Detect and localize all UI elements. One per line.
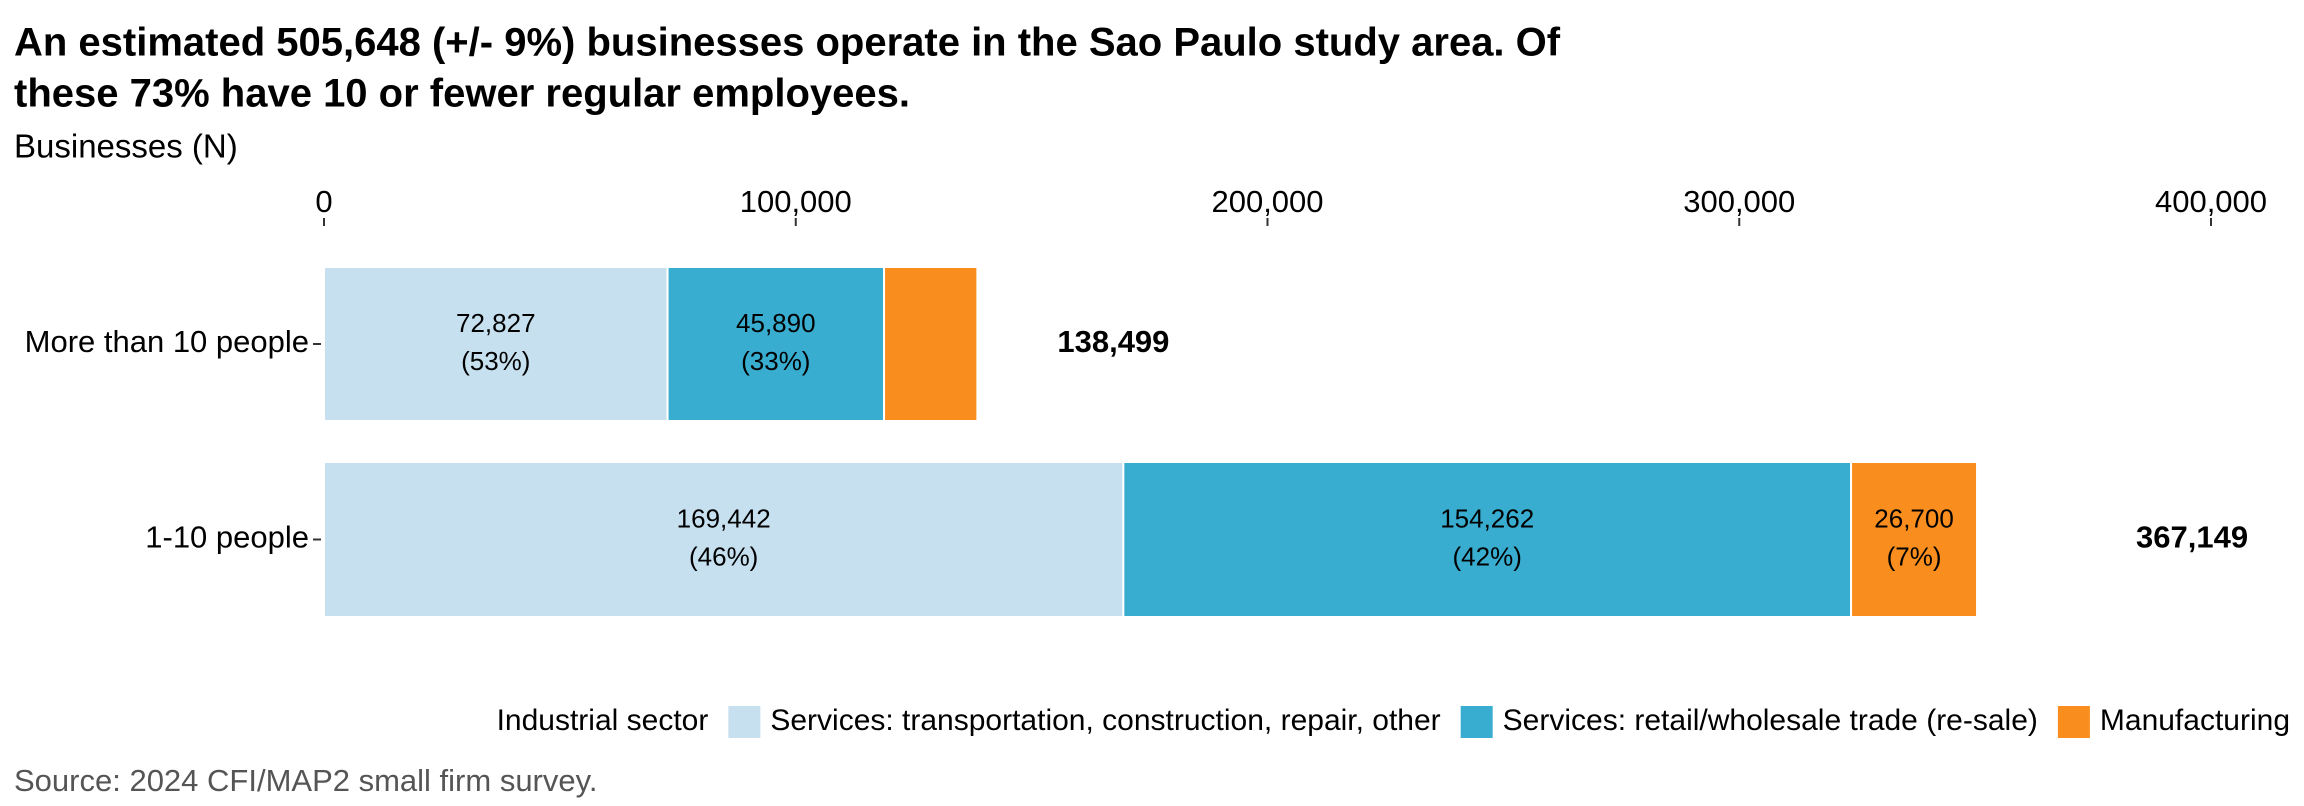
bar-segment (666, 266, 886, 422)
bar-segment (883, 266, 979, 422)
legend-swatch (2057, 706, 2090, 738)
value-label: 169,442 (677, 503, 771, 533)
share-label: (42%) (1453, 541, 1522, 571)
y-tick-label: More than 10 people (25, 324, 309, 359)
x-tick-label: 400,000 (2155, 184, 2267, 219)
total-label: 138,499 (1057, 324, 1169, 359)
x-tick-label: 100,000 (740, 184, 852, 219)
x-tick-label: 0 (315, 184, 332, 219)
source: Source: 2024 CFI/MAP2 small firm survey. (14, 763, 597, 798)
bar-segment (323, 461, 1125, 618)
legend-title: Industrial sector (497, 704, 709, 737)
value-label: 154,262 (1440, 503, 1534, 533)
chart-title: these 73% have 10 or fewer regular emplo… (14, 72, 910, 116)
share-label: (53%) (461, 346, 530, 376)
share-label: (33%) (741, 346, 810, 376)
legend-label: Services: transportation, construction, … (770, 704, 1440, 737)
legend-swatch (728, 706, 761, 738)
subtitle: Businesses (N) (14, 128, 238, 165)
x-tick-label: 300,000 (1683, 184, 1795, 219)
legend-label: Manufacturing (2100, 704, 2290, 737)
legend-label: Services: retail/wholesale trade (re-sal… (1503, 704, 2038, 737)
share-label: (7%) (1887, 541, 1942, 571)
value-label: 45,890 (736, 308, 816, 338)
value-label: 72,827 (456, 308, 536, 338)
share-label: (46%) (689, 541, 758, 571)
bar-segment (1850, 461, 1979, 618)
bar-segment (323, 266, 669, 422)
chart-title: An estimated 505,648 (+/- 9%) businesses… (14, 21, 1561, 65)
value-label: 26,700 (1874, 503, 1954, 533)
y-tick-label: 1-10 people (145, 520, 309, 555)
total-label: 367,149 (2136, 520, 2248, 555)
x-tick-label: 200,000 (1211, 184, 1323, 219)
bar-segment (1122, 461, 1853, 618)
legend-swatch (1460, 706, 1493, 738)
